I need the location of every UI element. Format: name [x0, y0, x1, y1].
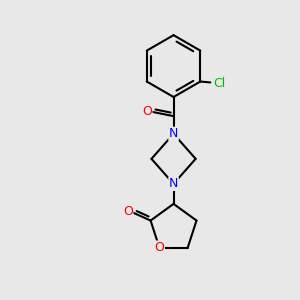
Text: Cl: Cl — [213, 76, 225, 89]
Text: N: N — [169, 127, 178, 140]
Text: N: N — [169, 177, 178, 190]
Text: O: O — [142, 105, 152, 118]
Text: O: O — [123, 205, 133, 218]
Text: O: O — [154, 241, 164, 254]
